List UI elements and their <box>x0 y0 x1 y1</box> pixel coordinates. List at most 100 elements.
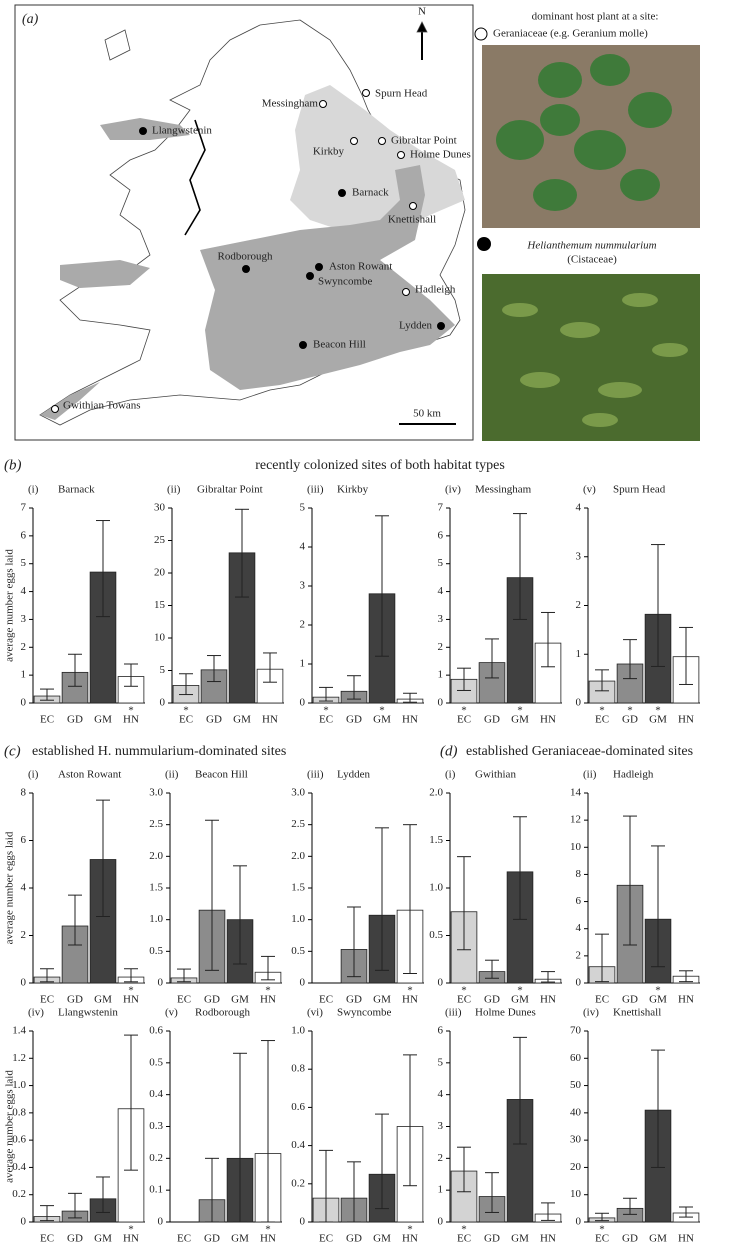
y-tick-label: 0 <box>160 697 166 709</box>
y-tick-label: 0 <box>21 697 27 709</box>
y-tick-label: 0.4 <box>149 1088 163 1100</box>
site-marker <box>350 137 358 145</box>
y-tick-label: 2 <box>21 929 27 941</box>
y-tick-label: 20 <box>570 1161 582 1173</box>
y-tick-label: 5 <box>300 502 306 514</box>
y-axis-label: average number eggs laid <box>4 831 16 944</box>
y-tick-label: 3 <box>438 613 444 625</box>
x-tick-label: EC <box>457 994 471 1006</box>
significance-mark: * <box>407 985 413 997</box>
site-label: Aston Rowant <box>329 261 392 273</box>
x-tick-label: GM <box>233 714 251 726</box>
chart-title: Gibraltar Point <box>197 484 263 496</box>
x-tick-label: GD <box>484 1233 500 1245</box>
x-tick-label: GD <box>67 714 83 726</box>
y-tick-label: 14 <box>570 787 582 799</box>
x-tick-label: GM <box>511 1233 529 1245</box>
site-marker <box>139 127 147 135</box>
x-tick-label: HN <box>262 714 278 726</box>
section-label: (c) <box>4 743 21 759</box>
y-tick-label: 15 <box>154 599 166 611</box>
y-tick-label: 0 <box>300 697 306 709</box>
panel-number: (i) <box>28 484 39 496</box>
site-label: Lydden <box>399 320 432 332</box>
panel-number: (iv) <box>28 1007 44 1019</box>
x-tick-label: GD <box>484 714 500 726</box>
x-tick-label: HN <box>402 714 418 726</box>
x-tick-label: GD <box>346 714 362 726</box>
y-tick-label: 40 <box>570 1106 582 1118</box>
panel-number: (iv) <box>445 484 461 496</box>
section-title: established H. nummularium-dominated sit… <box>32 744 286 759</box>
y-tick-label: 1.5 <box>149 882 163 894</box>
y-tick-label: 10 <box>570 1188 582 1200</box>
x-tick-label: HN <box>123 1233 139 1245</box>
y-tick-label: 0 <box>576 1216 582 1228</box>
significance-mark: * <box>183 705 189 717</box>
site-marker <box>409 202 417 210</box>
panel-number: (v) <box>583 484 596 496</box>
section-label: (d) <box>440 743 458 759</box>
y-tick-label: 4 <box>21 585 27 597</box>
y-tick-label: 4 <box>21 882 27 894</box>
x-tick-label: EC <box>319 994 333 1006</box>
chart-title: Gwithian <box>475 769 516 781</box>
x-tick-label: EC <box>595 994 609 1006</box>
chart-title: Messingham <box>475 484 532 496</box>
x-tick-label: GD <box>484 994 500 1006</box>
y-tick-label: 1.2 <box>12 1052 26 1064</box>
y-tick-label: 6 <box>576 895 582 907</box>
y-tick-label: 2.5 <box>291 818 305 830</box>
panel-number: (i) <box>28 769 39 781</box>
chart-title: Knettishall <box>613 1007 661 1019</box>
legend-filled-marker <box>477 237 491 251</box>
site-label: Spurn Head <box>375 88 428 100</box>
x-tick-label: HN <box>540 714 556 726</box>
bar <box>89 859 117 984</box>
north-label: N <box>418 6 426 18</box>
map <box>39 19 466 426</box>
chart-title: Llangwstenin <box>58 1007 118 1019</box>
photo-helianthemum <box>482 274 700 441</box>
y-tick-label: 0.6 <box>291 1101 305 1113</box>
significance-mark: * <box>517 705 523 717</box>
section-title: recently colonized sites of both habitat… <box>255 458 505 473</box>
site-marker <box>315 263 323 271</box>
x-tick-label: HN <box>678 714 694 726</box>
y-tick-label: 0 <box>158 977 164 989</box>
y-tick-label: 2 <box>21 641 27 653</box>
site-label: Messingham <box>262 98 319 110</box>
y-tick-label: 4 <box>438 585 444 597</box>
x-tick-label: HN <box>260 994 276 1006</box>
site-marker <box>299 341 307 349</box>
site-marker <box>306 272 314 280</box>
x-tick-label: GD <box>67 1233 83 1245</box>
site-marker <box>402 288 410 296</box>
y-tick-label: 2.0 <box>149 850 163 862</box>
x-tick-label: GM <box>649 714 667 726</box>
significance-mark: * <box>461 985 467 997</box>
y-tick-label: 60 <box>570 1052 582 1064</box>
y-tick-label: 6 <box>21 834 27 846</box>
y-tick-label: 0 <box>158 1216 164 1228</box>
y-tick-label: 1.0 <box>291 1025 305 1037</box>
significance-mark: * <box>461 705 467 717</box>
site-label: Hadleigh <box>415 284 456 296</box>
y-tick-label: 0 <box>438 1216 444 1228</box>
y-tick-label: 0 <box>576 977 582 989</box>
y-tick-label: 1.0 <box>429 882 443 894</box>
x-tick-label: GM <box>94 994 112 1006</box>
x-tick-label: GM <box>511 714 529 726</box>
x-tick-label: GM <box>511 994 529 1006</box>
x-tick-label: HN <box>540 994 556 1006</box>
chart-title: Beacon Hill <box>195 769 248 781</box>
significance-mark: * <box>128 1224 134 1236</box>
y-tick-label: 2 <box>576 949 582 961</box>
site-marker <box>378 137 386 145</box>
chart-title: Aston Rowant <box>58 769 121 781</box>
y-tick-label: 1 <box>300 658 306 670</box>
y-tick-label: 0.4 <box>12 1161 26 1173</box>
y-tick-label: 0 <box>576 697 582 709</box>
x-tick-label: GM <box>373 714 391 726</box>
